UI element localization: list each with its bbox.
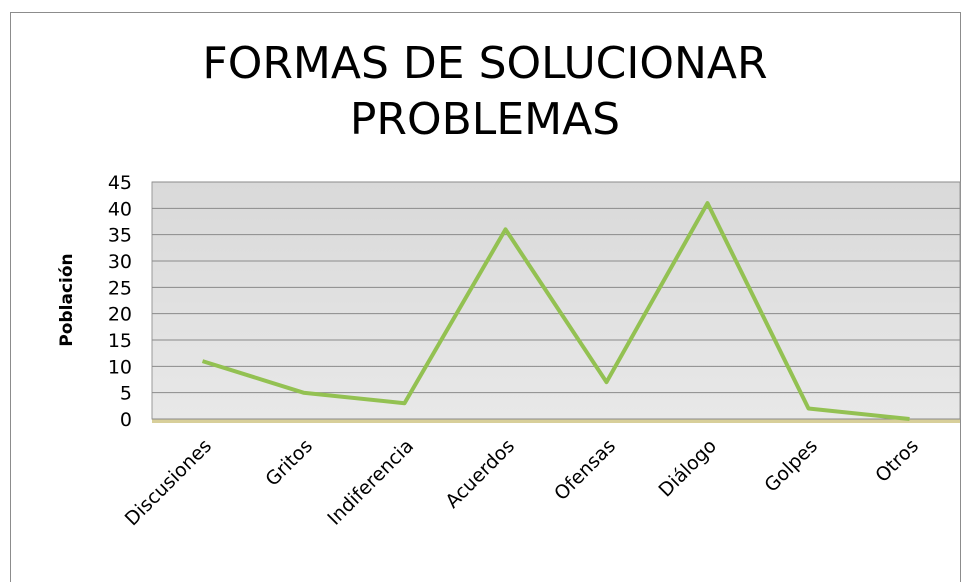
y-tick-label: 0: [120, 409, 132, 431]
y-tick-label: 30: [108, 251, 132, 273]
y-tick-label: 10: [108, 356, 132, 378]
y-tick-label: 45: [108, 172, 132, 194]
y-axis-label: Población: [57, 253, 77, 346]
data-line: [201, 201, 910, 421]
y-tick-label: 15: [108, 330, 132, 352]
chart-title: FORMAS DE SOLUCIONAR PROBLEMAS: [202, 38, 768, 145]
y-tick-label: 40: [108, 198, 132, 220]
y-tick-label: 20: [108, 304, 132, 326]
y-tick-label: 35: [108, 225, 132, 247]
y-tick-label: 5: [120, 383, 132, 405]
plot-area: [151, 181, 961, 420]
y-tick-label: 25: [108, 277, 132, 299]
